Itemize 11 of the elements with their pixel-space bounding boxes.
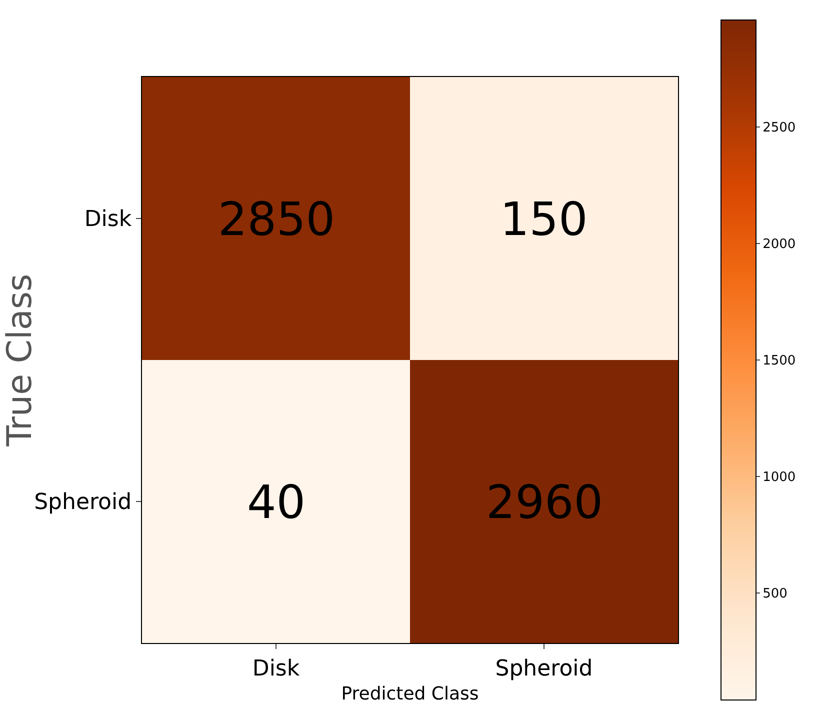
x-axis-title: Predicted Class: [341, 684, 479, 704]
color-bar-label: 1000: [762, 470, 796, 485]
color-bar-label: 1500: [762, 354, 796, 369]
data-label: 150: [500, 192, 588, 246]
y-axis-title: True Class: [0, 274, 40, 448]
color-bar-label: 2500: [762, 120, 796, 136]
data-label: 2960: [486, 475, 604, 529]
data-label: 2850: [218, 192, 336, 246]
data-label: 40: [247, 475, 306, 529]
color-bar-label: 2000: [762, 237, 796, 252]
color-bar-label: 500: [762, 586, 788, 602]
